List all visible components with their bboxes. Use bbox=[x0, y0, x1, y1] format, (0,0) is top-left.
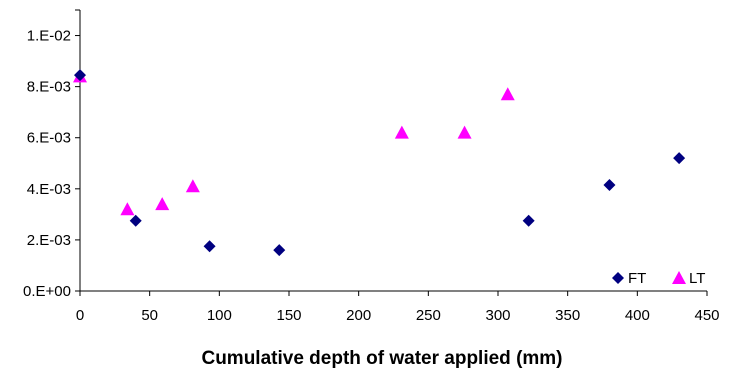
x-tick-label: 150 bbox=[276, 307, 301, 324]
lt-point bbox=[457, 125, 472, 139]
y-tick-label: 0.E+00 bbox=[23, 283, 71, 300]
axes bbox=[79, 10, 707, 292]
ft-point bbox=[129, 214, 142, 227]
ft-point bbox=[522, 214, 535, 227]
lt-legend-label: LT bbox=[689, 270, 705, 287]
ft-point bbox=[203, 240, 216, 253]
x-tick-label: 50 bbox=[141, 307, 158, 324]
y-tick-label: 1.E-02 bbox=[27, 28, 71, 45]
data-points bbox=[73, 69, 686, 257]
x-tick-label: 0 bbox=[76, 307, 84, 324]
x-tick-label: 200 bbox=[346, 307, 371, 324]
lt-point bbox=[394, 125, 409, 139]
ft-legend-marker bbox=[612, 272, 624, 284]
lt-point bbox=[500, 87, 515, 101]
ft-point bbox=[273, 244, 286, 257]
y-tick-label: 4.E-03 bbox=[27, 181, 71, 198]
x-axis-title: Cumulative depth of water applied (mm) bbox=[201, 348, 562, 369]
x-tick-label: 100 bbox=[207, 307, 232, 324]
x-tick-label: 300 bbox=[485, 307, 510, 324]
legend: FT LT bbox=[612, 270, 705, 287]
y-tick-label: 6.E-03 bbox=[27, 130, 71, 147]
lt-legend-marker bbox=[672, 271, 686, 284]
y-axis-ticks: 0.E+00 2.E-03 4.E-03 6.E-03 8.E-03 1.E-02 bbox=[23, 9, 80, 300]
y-tick-label: 2.E-03 bbox=[27, 232, 71, 249]
x-tick-label: 350 bbox=[555, 307, 580, 324]
ft-point bbox=[603, 178, 616, 191]
lt-point bbox=[155, 197, 170, 211]
lt-point bbox=[120, 202, 135, 216]
ft-legend-label: FT bbox=[628, 270, 646, 287]
lt-point bbox=[185, 179, 200, 193]
x-axis-ticks: 0 50 100 150 200 250 300 350 400 450 bbox=[76, 291, 720, 324]
ft-point bbox=[74, 69, 86, 82]
x-tick-label: 250 bbox=[416, 307, 441, 324]
x-tick-label: 400 bbox=[625, 307, 650, 324]
ft-point bbox=[673, 152, 686, 165]
y-tick-label: 8.E-03 bbox=[27, 79, 71, 96]
x-tick-label: 450 bbox=[694, 307, 719, 324]
